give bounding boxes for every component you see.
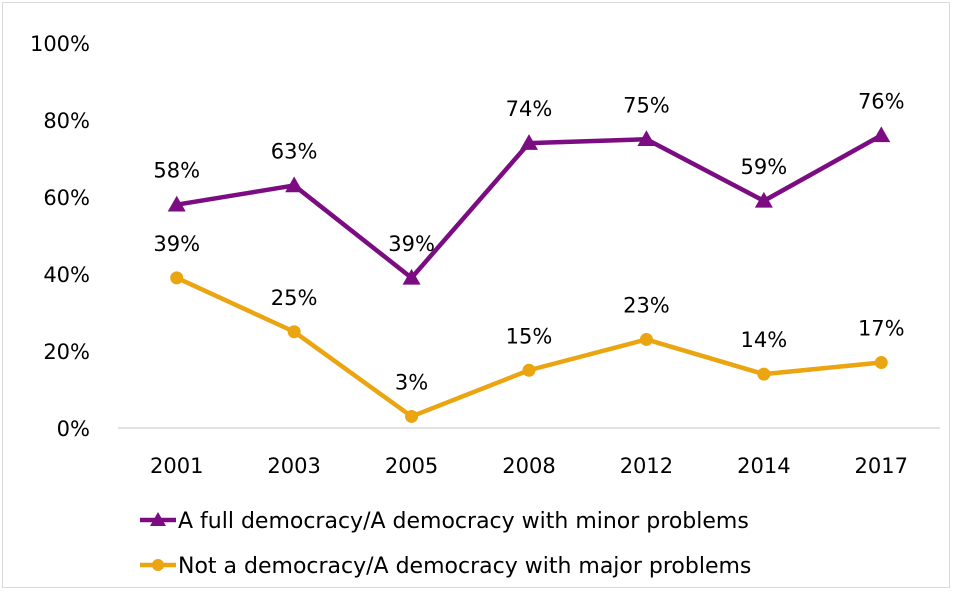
data-point <box>170 271 184 285</box>
data-label: 58% <box>153 159 200 183</box>
data-label: 76% <box>858 89 905 113</box>
data-point <box>285 176 304 193</box>
y-tick-label: 0% <box>57 417 90 441</box>
x-tick-label: 2008 <box>502 454 555 478</box>
data-label: 14% <box>741 328 788 352</box>
x-tick-label: 2012 <box>620 454 673 478</box>
x-tick-label: 2014 <box>737 454 790 478</box>
y-tick-label: 60% <box>43 186 90 210</box>
series-2: 39% 25% 3% 15% 23% 14% 17% <box>153 232 905 423</box>
data-label: 75% <box>623 93 670 117</box>
y-tick-label: 40% <box>43 263 90 287</box>
data-label: 25% <box>271 286 318 310</box>
x-axis: 2001 2003 2005 2008 2012 2014 2017 <box>118 427 940 478</box>
y-tick-label: 80% <box>43 109 90 133</box>
data-label: 74% <box>506 97 553 121</box>
x-tick-label: 2001 <box>150 454 203 478</box>
data-point <box>520 134 538 150</box>
data-point <box>874 356 888 370</box>
data-label: 17% <box>858 317 905 341</box>
legend-item: A full democracy/A democracy with minor … <box>140 509 749 534</box>
legend-item: Not a democracy/A democracy with major p… <box>140 554 751 579</box>
data-point <box>167 195 186 212</box>
legend-marker <box>150 512 166 526</box>
legend-marker <box>152 559 164 571</box>
legend-label: Not a democracy/A democracy with major p… <box>178 554 751 579</box>
data-point <box>405 409 419 423</box>
data-label: 39% <box>153 232 200 256</box>
data-point <box>522 363 536 377</box>
data-label: 63% <box>271 139 318 163</box>
legend-label: A full democracy/A democracy with minor … <box>178 509 749 534</box>
x-tick-label: 2003 <box>267 454 320 478</box>
data-label: 23% <box>623 293 670 317</box>
x-tick-label: 2017 <box>855 454 908 478</box>
data-label: 15% <box>506 324 553 348</box>
data-point <box>637 130 656 146</box>
data-point <box>757 367 771 381</box>
data-label: 39% <box>388 232 435 256</box>
legend: A full democracy/A democracy with minor … <box>140 509 751 579</box>
data-label: 59% <box>741 155 788 179</box>
y-tick-label: 100% <box>30 32 90 56</box>
series-layer: 58% 63% 39% 74% 75% 59% 76% 39% 25% 3% 15% 23% 14% 17… <box>153 89 905 423</box>
y-axis: 0% 20% 40% 60% 80% 100% <box>30 32 90 441</box>
data-point <box>402 268 421 285</box>
data-point <box>754 191 773 208</box>
series-1: 58% 63% 39% 74% 75% 59% 76% <box>153 89 905 285</box>
y-tick-label: 20% <box>43 340 90 364</box>
data-point <box>872 126 891 143</box>
x-tick-label: 2005 <box>385 454 438 478</box>
data-point <box>639 332 653 346</box>
data-label: 3% <box>395 370 428 394</box>
data-point <box>287 325 301 339</box>
